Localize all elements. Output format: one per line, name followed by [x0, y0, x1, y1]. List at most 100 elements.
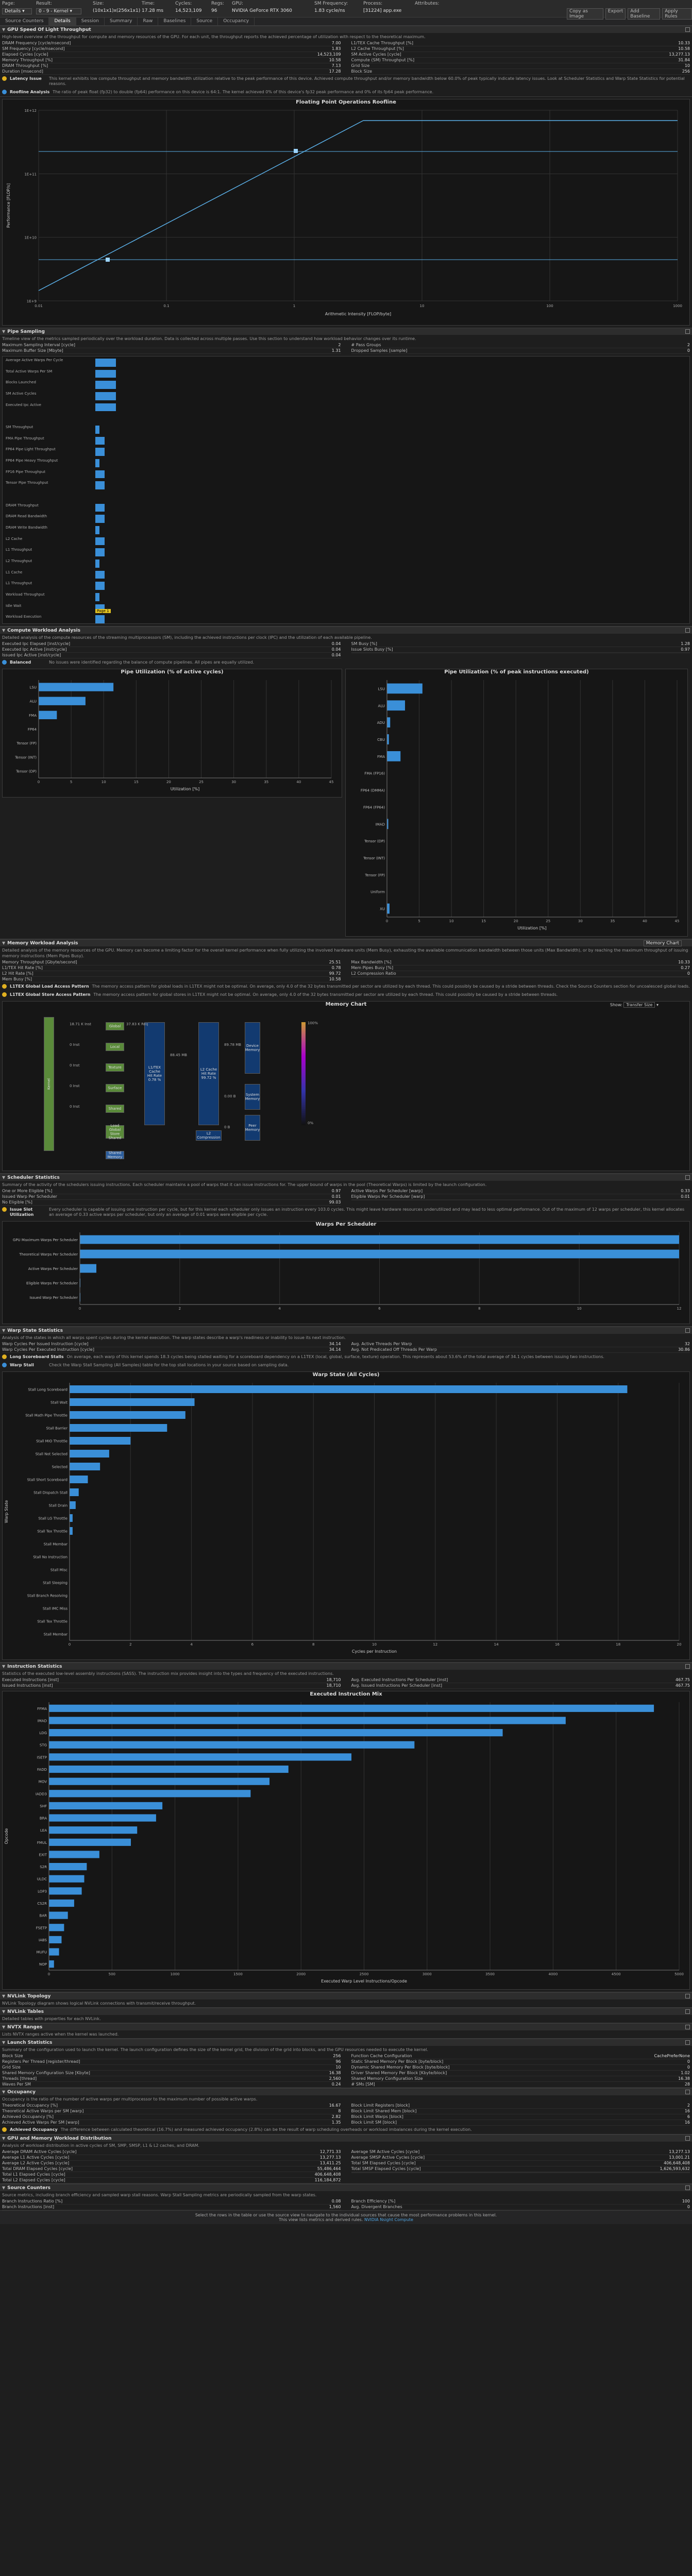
- occupancy-header[interactable]: ▼ Occupancy: [0, 2088, 692, 2095]
- nvlink-tables-header[interactable]: ▼ NVLink Tables: [0, 2008, 692, 2015]
- global-box[interactable]: Global: [106, 1022, 124, 1030]
- distribution-header[interactable]: ▼ GPU and Memory Workload Distribution: [0, 2134, 692, 2142]
- metric-row: Theoretical Occupancy [%] 16.67: [2, 2103, 341, 2109]
- pipe-row-label: Average Active Warps Per Cycle: [6, 358, 63, 362]
- metric-row: Waves Per SM 0.24: [2, 2082, 341, 2088]
- collapse-icon[interactable]: ▼: [2, 2185, 6, 2190]
- memory-chart-select[interactable]: Memory Chart: [643, 940, 682, 946]
- collapse-icon[interactable]: ▼: [2, 2040, 6, 2045]
- footer-line2: This view lists metrics and derived rule…: [279, 2217, 363, 2222]
- info-icon[interactable]: [685, 1328, 690, 1333]
- device-memory-box[interactable]: Device Memory: [245, 1022, 260, 1074]
- metric-value: 12,771.33: [319, 2149, 341, 2154]
- mc-bytes-l1-l2: 88.45 MB: [170, 1053, 188, 1057]
- metric-label: Average L2 Active Cycles [cycle]: [2, 2161, 70, 2165]
- copy-image-button[interactable]: Copy as Image: [567, 8, 603, 20]
- load-global-box[interactable]: Load Global Store Shared: [106, 1124, 124, 1140]
- page-select[interactable]: Details ▾: [2, 8, 32, 14]
- show-select[interactable]: Show: Transfer Size ▾: [610, 1002, 659, 1008]
- info-icon[interactable]: [685, 1175, 690, 1180]
- metrics-column-right: Block Limit Registers [block] 2 Block Limi…: [351, 2103, 690, 2126]
- info-icon[interactable]: [685, 2136, 690, 2141]
- collapse-icon[interactable]: ▼: [2, 329, 6, 334]
- x-tick-label: 30: [231, 780, 236, 784]
- y-tick-label: MUFU: [37, 1951, 47, 1955]
- y-tick-label: Tensor (DP): [15, 769, 37, 773]
- footer-link[interactable]: NVIDIA Nsight Compute: [364, 2217, 413, 2222]
- compute-header[interactable]: ▼ Compute Workload Analysis: [0, 626, 692, 634]
- metric-value: 0.04: [331, 641, 341, 646]
- export-button[interactable]: Export: [605, 8, 626, 20]
- occupancy-warning: Achieved Occupancy The difference between…: [0, 2126, 692, 2134]
- tab-occupancy[interactable]: Occupancy: [218, 18, 255, 25]
- metric-label: Average DRAM Active Cycles [cycle]: [2, 2149, 77, 2154]
- collapse-icon[interactable]: ▼: [2, 1994, 6, 1998]
- y-tick-label: STG: [40, 1743, 47, 1748]
- warp-header[interactable]: ▼ Warp State Statistics: [0, 1327, 692, 1334]
- info-icon[interactable]: [685, 1664, 690, 1669]
- apply-rules-button[interactable]: Apply Rules: [662, 8, 692, 20]
- pipe-marker[interactable]: Page 1: [95, 609, 111, 613]
- local-box[interactable]: Local: [106, 1043, 124, 1051]
- collapse-icon[interactable]: ▼: [2, 628, 6, 633]
- launch-header[interactable]: ▼ Launch Statistics: [0, 2039, 692, 2046]
- add-baseline-button[interactable]: Add Baseline: [628, 8, 661, 20]
- tab-raw[interactable]: Raw: [138, 18, 159, 25]
- source-counters-header[interactable]: ▼ Source Counters: [0, 2184, 692, 2191]
- tab-baselines[interactable]: Baselines: [158, 18, 192, 25]
- info-icon[interactable]: [685, 2185, 690, 2190]
- l1-cache-box[interactable]: L1/TEX Cache Hit Rate 0.78 %: [144, 1022, 165, 1125]
- bar: [80, 1235, 679, 1244]
- system-memory-box[interactable]: System Memory: [245, 1084, 260, 1110]
- metric-label: Avg. Not Predicated Off Threads Per Warp: [351, 1347, 437, 1352]
- collapse-icon[interactable]: ▼: [2, 2025, 6, 2029]
- info-icon[interactable]: [685, 628, 690, 633]
- metric-value: 18,710: [326, 1683, 341, 1688]
- tab-details[interactable]: Details: [49, 18, 76, 25]
- tab-source[interactable]: Source: [191, 18, 218, 25]
- peer-memory-box[interactable]: Peer Memory: [245, 1115, 260, 1141]
- metric-label: Active Warps Per Scheduler [warp]: [351, 1189, 423, 1193]
- l2-cache-box[interactable]: L2 Cache Hit Rate 99.72 %: [198, 1022, 219, 1125]
- collapse-icon[interactable]: ▼: [2, 2090, 6, 2094]
- y-axis-label: Warp State: [4, 1500, 9, 1523]
- smfreq-label: SM Frequency:: [314, 1, 348, 6]
- info-circle-icon: [2, 90, 7, 94]
- metrics-column-left: Maximum Sampling Interval [cycle] 2 Maximu…: [2, 343, 341, 354]
- pipe-sample-bar: [95, 403, 116, 412]
- scheduler-header[interactable]: ▼ Scheduler Statistics: [0, 1174, 692, 1181]
- texture-box[interactable]: Texture: [106, 1063, 124, 1072]
- pipe-header[interactable]: ▼ Pipe Sampling: [0, 328, 692, 335]
- surface-box[interactable]: Surface: [106, 1084, 124, 1092]
- collapse-icon[interactable]: ▼: [2, 1664, 6, 1669]
- sol-header[interactable]: ▼ GPU Speed Of Light Throughput: [0, 26, 692, 33]
- collapse-icon[interactable]: ▼: [2, 941, 6, 945]
- tab-source-counters[interactable]: Source Counters: [0, 18, 49, 25]
- collapse-icon[interactable]: ▼: [2, 2136, 6, 2141]
- l2-compression-box[interactable]: L2 Compression: [196, 1130, 222, 1141]
- info-icon[interactable]: [685, 2009, 690, 2014]
- collapse-icon[interactable]: ▼: [2, 27, 6, 32]
- info-icon[interactable]: [685, 27, 690, 32]
- tab-session[interactable]: Session: [76, 18, 105, 25]
- memory-header[interactable]: ▼ Memory Workload Analysis Memory Chart: [0, 939, 692, 946]
- metric-row: Grid Size 10: [351, 63, 690, 69]
- tab-summary[interactable]: Summary: [105, 18, 138, 25]
- kernel-box[interactable]: Kernel: [44, 1017, 54, 1151]
- info-icon[interactable]: [685, 2025, 690, 2029]
- metric-label: Branch Instructions Ratio [%]: [2, 2199, 63, 2204]
- nvtx-header[interactable]: ▼ NVTX Ranges: [0, 2023, 692, 2030]
- info-icon[interactable]: [685, 2090, 690, 2094]
- info-icon[interactable]: [685, 2040, 690, 2045]
- shared-box[interactable]: Shared: [106, 1105, 124, 1113]
- collapse-icon[interactable]: ▼: [2, 1175, 6, 1180]
- collapse-icon[interactable]: ▼: [2, 1328, 6, 1333]
- shared-memory-box[interactable]: Shared Memory: [106, 1151, 124, 1159]
- nvlink-header[interactable]: ▼ NVLink Topology: [0, 1992, 692, 1999]
- metric-label: Block Size: [2, 2054, 23, 2058]
- collapse-icon[interactable]: ▼: [2, 2009, 6, 2014]
- info-icon[interactable]: [685, 329, 690, 334]
- result-select[interactable]: 0 - 9 - Kernel ▾: [36, 8, 81, 14]
- instruction-header[interactable]: ▼ Instruction Statistics: [0, 1663, 692, 1670]
- info-icon[interactable]: [685, 1994, 690, 1998]
